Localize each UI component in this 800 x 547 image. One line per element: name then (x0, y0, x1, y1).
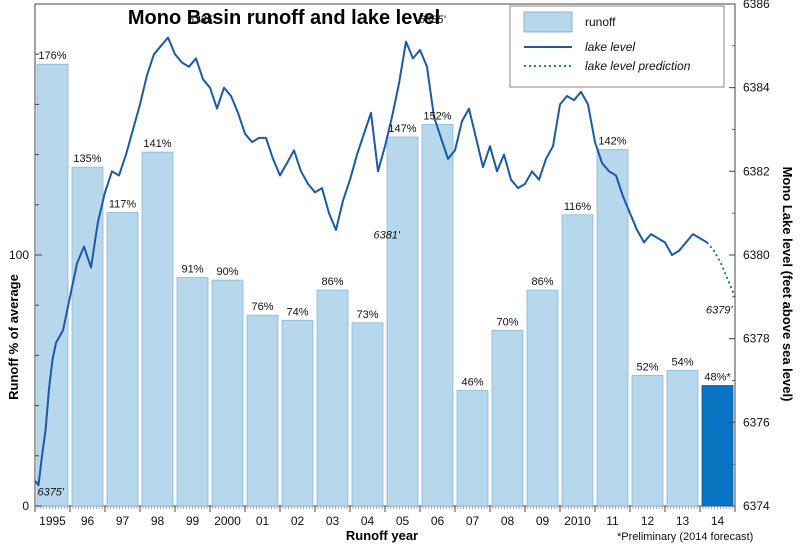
lake-annotation-1: 6385' (188, 14, 215, 26)
x-tick-label-09: 09 (536, 514, 550, 528)
bar-99 (176, 277, 209, 507)
bar-03 (316, 289, 349, 507)
lake-annotation-2: 6381' (373, 229, 400, 241)
x-tick-label-01: 01 (256, 514, 270, 528)
legend: runoff lake level lake level prediction (509, 5, 725, 88)
x-tick-label-13: 13 (676, 514, 690, 528)
x-tick-label-04: 04 (361, 514, 375, 528)
lake-level-prediction-line (706, 241, 736, 298)
x-tick-label-2010: 2010 (564, 514, 591, 528)
bar-01 (246, 314, 279, 507)
bar-label-02: 74% (286, 306, 308, 318)
x-axis-title: Runoff year (346, 528, 418, 543)
bar-label-99: 91% (181, 264, 203, 276)
lake-level-line (34, 36, 708, 487)
bar-label-98: 141% (143, 138, 171, 150)
bar-label-13: 54% (671, 356, 693, 368)
x-tick-label-99: 99 (186, 514, 200, 528)
bar-label-09: 86% (531, 276, 553, 288)
bar-label-2010: 116% (564, 201, 592, 213)
legend-label-lake-prediction: lake level prediction (585, 59, 691, 73)
y2-tick-label-6386: 6386 (743, 0, 770, 11)
bar-1995 (36, 63, 69, 507)
legend-label-lake-level: lake level (585, 40, 635, 54)
bar-label-97: 117% (109, 198, 137, 210)
y-tick-label-100: 100 (9, 248, 29, 262)
bar-05 (386, 136, 419, 507)
lake-annotation-5: 6379' (706, 305, 733, 317)
bar-04 (351, 322, 384, 507)
bar-97 (106, 211, 139, 507)
x-tick-label-2000: 2000 (214, 514, 241, 528)
x-tick-label-14: 14 (711, 514, 725, 528)
x-tick-label-98: 98 (151, 514, 165, 528)
y2-axis-title: Mono Lake level (feet above sea level) (780, 167, 795, 402)
x-tick-label-06: 06 (431, 514, 445, 528)
y-axis-title: Runoff % of average (6, 274, 21, 400)
bar-07 (456, 390, 489, 507)
legend-swatch-runoff (523, 11, 573, 33)
bar-2010 (561, 214, 594, 507)
y2-tick-label-6376: 6376 (743, 415, 770, 429)
y2-tick-label-6382: 6382 (743, 164, 770, 178)
bar-label-07: 46% (461, 377, 483, 389)
y-tick-label-0: 0 (22, 499, 29, 513)
bar-label-01: 76% (251, 301, 273, 313)
bar-13 (666, 370, 699, 507)
ticks-group: 1995 96 97 98 99 2000 01 02 03 04 05 06 07 08 09 2010 11… (9, 0, 770, 528)
bar-08 (491, 329, 524, 507)
bar-label-11: 142% (598, 136, 626, 148)
bar-label-1995: 176% (38, 50, 66, 62)
x-tick-label-07: 07 (466, 514, 480, 528)
bar-12 (631, 375, 664, 507)
bar-label-14: 48%* (704, 372, 731, 384)
x-tick-label-12: 12 (641, 514, 655, 528)
bar-label-12: 52% (636, 361, 658, 373)
bars-group (36, 63, 734, 507)
bar-09 (526, 289, 559, 507)
x-tick-label-96: 96 (81, 514, 95, 528)
legend-label-runoff: runoff (585, 15, 616, 29)
bar-06 (421, 124, 454, 507)
y2-tick-label-6378: 6378 (743, 332, 770, 346)
bar-2000 (211, 279, 244, 507)
y2-tick-label-6380: 6380 (743, 248, 770, 262)
y2-tick-label-6384: 6384 (743, 81, 770, 95)
bar-14 (701, 385, 734, 507)
x-tick-label-05: 05 (396, 514, 410, 528)
chart-title: Mono Basin runoff and lake level (128, 7, 440, 29)
lines-group (34, 36, 736, 487)
x-tick-label-97: 97 (116, 514, 130, 528)
x-tick-label-08: 08 (501, 514, 515, 528)
x-tick-label-1995: 1995 (39, 514, 66, 528)
bar-label-2000: 90% (216, 266, 238, 278)
bar-label-08: 70% (496, 316, 518, 328)
x-tick-label-03: 03 (326, 514, 340, 528)
bar-label-03: 86% (321, 276, 343, 288)
lake-annotation-3: 6385' (419, 14, 446, 26)
x-tick-label-11: 11 (606, 514, 619, 528)
x-tick-label-02: 02 (291, 514, 305, 528)
bar-label-06: 152% (423, 110, 451, 122)
bar-02 (281, 319, 314, 507)
footnote: *Preliminary (2014 forecast) (617, 531, 753, 543)
bar-label-96: 135% (73, 153, 101, 165)
bar-98 (141, 151, 174, 507)
lake-annotation-0: 6375' (37, 487, 64, 499)
y2-tick-label-6374: 6374 (743, 499, 770, 513)
bar-11 (596, 149, 629, 507)
bar-label-05: 147% (388, 123, 416, 135)
bar-label-04: 73% (356, 309, 378, 321)
